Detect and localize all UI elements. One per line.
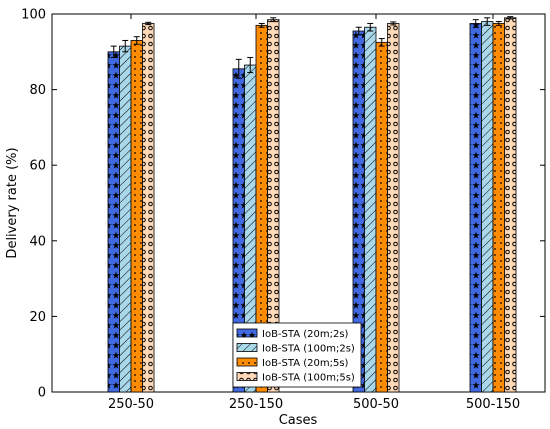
error-bar-250-50-series-1	[110, 45, 117, 58]
y-tick-label: 20	[29, 310, 46, 325]
x-tick-label: 250-50	[108, 397, 154, 412]
x-tick-label: 500-150	[466, 397, 520, 412]
x-tick-label: 250-150	[229, 397, 283, 412]
y-tick-label: 40	[29, 234, 46, 249]
y-tick-label: 60	[29, 159, 46, 174]
error-bar-500-50-series-3	[378, 38, 385, 47]
legend-swatch-series-1	[236, 328, 258, 338]
x-axis-label: Cases	[279, 413, 318, 428]
bars-layer	[107, 17, 517, 393]
legend-swatch-series-4	[236, 372, 258, 381]
y-tick-label: 100	[21, 8, 46, 23]
error-bar-250-50-series-3	[133, 36, 140, 45]
legend-label-series-1: IoB-STA (20m;2s)	[262, 329, 349, 340]
error-bar-500-50-series-2	[367, 22, 374, 32]
error-bar-500-50-series-4	[390, 21, 397, 26]
error-bars-layer	[110, 16, 514, 79]
y-tick-label: 0	[38, 386, 46, 401]
legend-label-series-4: IoB-STA (100m;5s)	[262, 373, 355, 384]
bar-500-150-series-3	[492, 23, 505, 393]
bar-250-50-series-4	[142, 23, 155, 393]
bar-500-50-series-2	[364, 26, 377, 393]
error-bar-250-50-series-2	[122, 39, 129, 53]
error-bar-500-150-series-2	[484, 17, 491, 26]
x-tick-label: 500-50	[353, 397, 399, 412]
legend-label-series-3: IoB-STA (20m;5s)	[262, 358, 349, 369]
error-bar-500-50-series-1	[355, 26, 362, 36]
legend-label-series-2: IoB-STA (100m;2s)	[262, 344, 355, 355]
y-axis-label: Delivery rate (%)	[5, 147, 20, 258]
error-bar-250-50-series-4	[145, 21, 152, 26]
error-bar-500-150-series-3	[495, 21, 502, 26]
error-bar-250-150-series-3	[258, 22, 265, 28]
bar-500-150-series-1	[469, 23, 482, 393]
x-axis: 250-50 250-150 500-50 500-150	[108, 14, 520, 412]
legend-swatch-series-2	[236, 343, 258, 352]
legend: IoB-STA (20m;2s) IoB-STA (100m;2s) IoB-STA…	[232, 322, 362, 388]
bar-500-50-series-3	[375, 41, 388, 393]
y-axis: 0 20 40 60 80 100	[21, 8, 545, 401]
bar-500-50-series-4	[387, 23, 400, 393]
bar-500-150-series-2	[481, 21, 494, 393]
error-bar-250-150-series-1	[235, 58, 242, 79]
bar-250-50-series-1	[107, 51, 120, 393]
bar-250-50-series-3	[130, 40, 143, 393]
error-bar-500-150-series-4	[507, 16, 514, 20]
bar-250-50-series-2	[119, 45, 132, 393]
bar-500-150-series-4	[504, 17, 517, 393]
error-bar-250-150-series-4	[270, 17, 277, 23]
legend-swatch-series-3	[236, 357, 258, 367]
error-bar-500-150-series-1	[472, 19, 479, 28]
error-bar-250-150-series-2	[247, 56, 254, 74]
y-tick-label: 80	[29, 83, 46, 98]
